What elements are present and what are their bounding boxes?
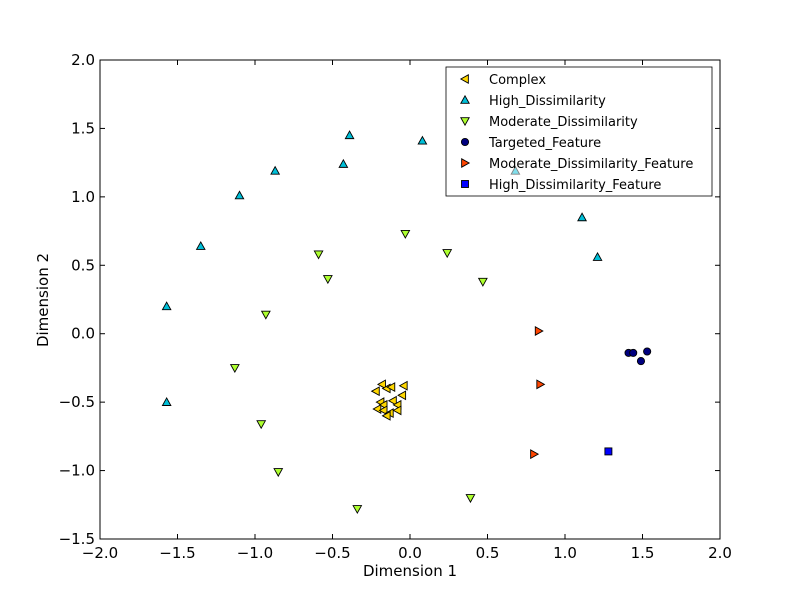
data-point	[536, 379, 546, 390]
data-point	[378, 405, 388, 416]
y-tick-label: 2.0	[71, 51, 95, 69]
x-tick-label: 0.5	[476, 544, 500, 562]
data-point	[387, 395, 397, 406]
x-tick-label: −1.0	[237, 544, 273, 562]
x-tick-label: −2.0	[82, 544, 118, 562]
data-point	[381, 410, 391, 421]
legend-label: High_Dissimilarity	[489, 94, 606, 109]
data-point	[386, 382, 396, 393]
data-point	[442, 249, 453, 259]
plot-area	[161, 130, 652, 515]
legend-marker	[460, 94, 470, 104]
data-point	[195, 240, 206, 250]
series-complex	[370, 379, 408, 421]
series-targeted-feature	[624, 347, 652, 366]
y-tick-label: 1.0	[71, 188, 95, 206]
data-point	[376, 379, 386, 390]
axis-ticks: −2.0 −1.5 −1.0 −0.5 0.0 0.5 1.0 1.5 2.0−1.5−1.0−…	[59, 51, 732, 562]
data-point	[229, 364, 240, 374]
data-point	[161, 397, 172, 406]
data-point	[234, 190, 245, 200]
data-point	[643, 347, 652, 356]
data-point	[352, 505, 363, 515]
data-point	[161, 301, 172, 311]
legend-marker	[460, 117, 470, 127]
data-point	[392, 405, 402, 416]
x-tick-label: −1.5	[159, 544, 195, 562]
x-tick-label: 1.0	[553, 544, 577, 562]
legend-box	[445, 66, 713, 197]
data-point	[577, 212, 588, 222]
data-point	[604, 447, 613, 456]
data-point	[372, 404, 382, 414]
series-moderate-dissimilarity-feature	[530, 326, 546, 460]
legend-label: High_Dissimilarity_Feature	[489, 178, 661, 193]
x-tick-label: 1.5	[631, 544, 655, 562]
series-moderate-dissimilarity	[229, 229, 488, 515]
y-tick-label: −1.0	[59, 462, 95, 480]
legend-marker	[461, 180, 469, 188]
data-point	[636, 357, 646, 366]
y-tick-label: 0.5	[71, 256, 95, 274]
data-point	[417, 135, 428, 145]
y-tick-label: −0.5	[59, 393, 95, 411]
legend-label: Targeted_Feature	[488, 136, 601, 151]
legend-label: Complex	[489, 73, 546, 88]
data-point	[629, 348, 638, 357]
legend-marker	[461, 158, 471, 168]
data-point	[273, 468, 284, 478]
y-tick-label: −1.5	[59, 530, 95, 548]
data-point	[477, 277, 488, 287]
y-axis-label: Dimension 2	[34, 253, 52, 347]
legend-label: Moderate_Dissimilarity_Feature	[489, 157, 693, 172]
data-point	[260, 310, 271, 320]
data-point	[344, 130, 355, 140]
data-point	[370, 386, 380, 397]
data-point	[256, 420, 267, 430]
series-high-dissimilarity-feature	[604, 447, 613, 456]
data-point	[592, 251, 603, 261]
data-point	[400, 229, 411, 239]
data-point	[313, 250, 324, 260]
data-point	[270, 165, 281, 175]
data-point	[398, 380, 408, 391]
data-point	[465, 494, 476, 504]
x-tick-label: 0.0	[398, 544, 422, 562]
legend-label: Moderate_Dissimilarity	[489, 115, 638, 130]
x-tick-label: −0.5	[314, 544, 350, 562]
legend-marker	[460, 137, 470, 147]
y-tick-label: 1.5	[71, 119, 95, 137]
legend-marker	[459, 74, 469, 84]
data-point	[338, 158, 349, 168]
data-point	[397, 390, 407, 401]
x-tick-label: 2.0	[708, 544, 732, 562]
data-point	[530, 449, 540, 460]
legend: Complex High_Dissimilarity Moderate_Dissim…	[445, 66, 713, 197]
y-tick-label: 0.0	[71, 325, 95, 343]
x-axis-label: Dimension 1	[363, 562, 457, 580]
data-point	[534, 326, 544, 336]
data-point	[322, 275, 333, 285]
